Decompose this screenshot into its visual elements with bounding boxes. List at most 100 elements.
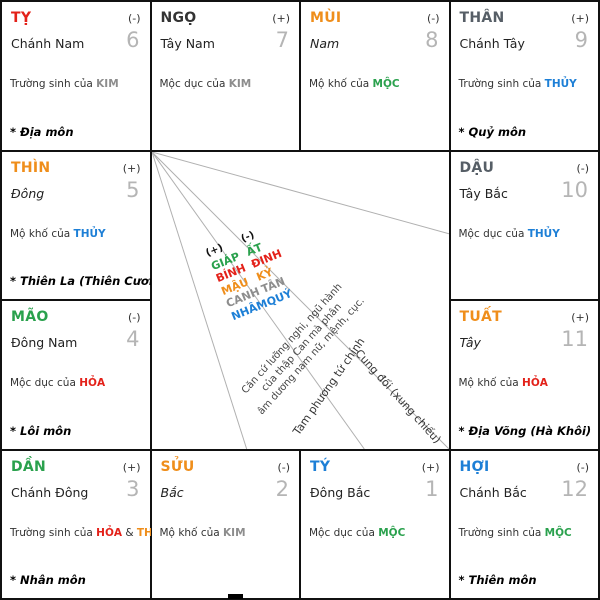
polarity-sign: (-) (576, 161, 589, 175)
phase-line: Trường sinh của MỘC (459, 527, 597, 539)
branch-name: THÂN (459, 10, 505, 26)
phase-text: Mộc dục của (309, 526, 379, 539)
center-panel: (+) (-) GIÁP ẤT BÍNH ĐINH MẬU KỶ CANH TÂ… (150, 150, 450, 450)
branch-name: DẬU (459, 159, 495, 176)
element-name: THỦY (544, 78, 577, 90)
palace-number: 1 (425, 476, 439, 501)
phase-line: Mộc dục của THỦY (459, 228, 597, 240)
palace-number: 4 (126, 327, 140, 351)
element-name: KIM (228, 78, 252, 90)
direction-label: Đông Bắc (310, 484, 371, 500)
phase-line: Mộc dục của HỎA (10, 377, 148, 389)
phase-text: Trường sinh của (458, 78, 545, 90)
palace-ty-rat: TÝ (+) Đông Bắc 1 Mộc dục của MỘC (300, 449, 450, 599)
polarity-sign: (+) (272, 12, 290, 25)
polarity-sign: (-) (127, 12, 141, 25)
branch-name: MÙI (310, 10, 342, 26)
element-name: KIM (223, 526, 246, 539)
direction-label: Chánh Đông (11, 484, 89, 500)
palace-number: 9 (574, 28, 588, 52)
direction-label: Đông (11, 185, 45, 201)
polarity-sign: (+) (122, 460, 141, 474)
gate-label: * Địa môn (10, 124, 74, 139)
branch-name: MÃO (11, 309, 49, 325)
element-name: KIM (96, 78, 119, 90)
element-name: MỘC (378, 526, 406, 539)
phase-text: Mộc dục của (159, 78, 229, 90)
palace-dau-rooster: DẬU (-) Tây Bắc 10 Mộc dục của THỦY (449, 150, 599, 300)
polarity-sign: (-) (127, 311, 141, 324)
palace-number: 6 (126, 28, 140, 52)
palace-number: 11 (561, 327, 588, 351)
branch-name: TỴ (11, 10, 32, 26)
element-name: HỎA (79, 377, 106, 389)
phase-text: Trường sinh của (458, 526, 545, 539)
gate-label: * Nhân môn (10, 573, 86, 587)
palace-number: 5 (126, 177, 140, 202)
branch-name: TÝ (310, 458, 331, 475)
gate-label: * Lôi môn (10, 423, 72, 438)
branch-name: THÌN (11, 159, 51, 176)
palace-number: 12 (561, 476, 588, 501)
polarity-sign: (+) (421, 460, 440, 474)
palace-number: 10 (561, 177, 588, 202)
polarity-sign: (+) (122, 161, 141, 175)
direction-label: Đông Nam (11, 335, 78, 350)
phase-line: Mộ khố của KIM (160, 527, 298, 539)
bottom-edge-artifact (228, 594, 243, 599)
element-name: THỦY (73, 227, 106, 240)
phase-line: Trường sinh của KIM (10, 78, 148, 90)
direction-label: Chánh Nam (11, 36, 85, 51)
phase-line: Mộ khố của MỘC (309, 78, 447, 90)
phase-line: Mộc dục của KIM (160, 78, 298, 90)
phase-text: Mộ khố của (159, 526, 224, 539)
palace-ty-snake: TỴ (-) Chánh Nam 6 Trường sinh của KIM *… (1, 1, 151, 151)
phase-line: Mộ khố của HỎA (459, 377, 597, 389)
phase-text: Mộ khố của (458, 377, 523, 389)
relation-lines (151, 151, 449, 449)
branch-name: HỢI (459, 458, 490, 475)
palace-dan-tiger: DẦN (+) Chánh Đông 3 Trường sinh của HỎA… (1, 449, 162, 599)
branch-name: SỬU (160, 458, 195, 475)
direction-label: Chánh Bắc (459, 484, 527, 500)
branch-name: NGỌ (160, 10, 197, 26)
phase-text: Trường sinh của (10, 78, 97, 90)
phase-text: Mộc dục của (458, 227, 528, 240)
element-name: MỘC (544, 526, 572, 539)
palace-number: 2 (275, 476, 289, 501)
palace-thin-dragon: THÌN (+) Đông 5 Mộ khố của THỦY * Thiên … (1, 150, 171, 300)
palace-number: 3 (126, 476, 140, 501)
direction-label: Tây (459, 335, 481, 350)
palace-number: 7 (275, 28, 289, 52)
phase-text: Mộ khố của (10, 227, 74, 240)
palace-suu-ox: SỬU (-) Bắc 2 Mộ khố của KIM (150, 449, 300, 599)
direction-label: Nam (310, 36, 340, 51)
gate-label: * Thiên môn (458, 573, 537, 587)
phase-text: Mộc dục của (10, 377, 80, 389)
gate-label: * Quỷ môn (458, 124, 527, 139)
branch-name: TUẤT (459, 309, 503, 325)
element-name: MỘC (372, 78, 400, 90)
phase-line: Trường sinh của THỦY (459, 78, 597, 90)
element-name: THỦY (527, 227, 560, 240)
palace-tuat-dog: TUẤT (+) Tây 11 Mộ khố của HỎA * Địa Võn… (449, 300, 599, 450)
phase-line: Trường sinh của HỎA & THỔ (10, 526, 162, 539)
palace-mao-cat: MÃO (-) Đông Nam 4 Mộc dục của HỎA * Lôi… (1, 300, 151, 450)
polarity-sign: (-) (277, 460, 290, 474)
palace-mui-goat: MÙI (-) Nam 8 Mộ khố của MỘC (300, 1, 450, 151)
palace-number: 8 (425, 28, 439, 52)
polarity-sign: (+) (571, 311, 589, 324)
polarity-sign: (+) (571, 12, 589, 25)
polarity-sign: (-) (426, 12, 440, 25)
gate-label: * Địa Võng (Hà Khôi) (458, 423, 592, 438)
phase-line: Mộ khố của THỦY (10, 228, 148, 240)
phase-line: Mộc dục của MỘC (309, 527, 447, 539)
branch-name: DẦN (11, 458, 47, 475)
direction-label: Chánh Tây (459, 36, 525, 51)
polarity-sign: (-) (576, 460, 589, 474)
element-name: HỎA (96, 526, 123, 539)
direction-label: Tây Nam (160, 36, 215, 51)
element-name: HỎA (522, 377, 548, 389)
phase-text: Trường sinh của (10, 526, 97, 539)
